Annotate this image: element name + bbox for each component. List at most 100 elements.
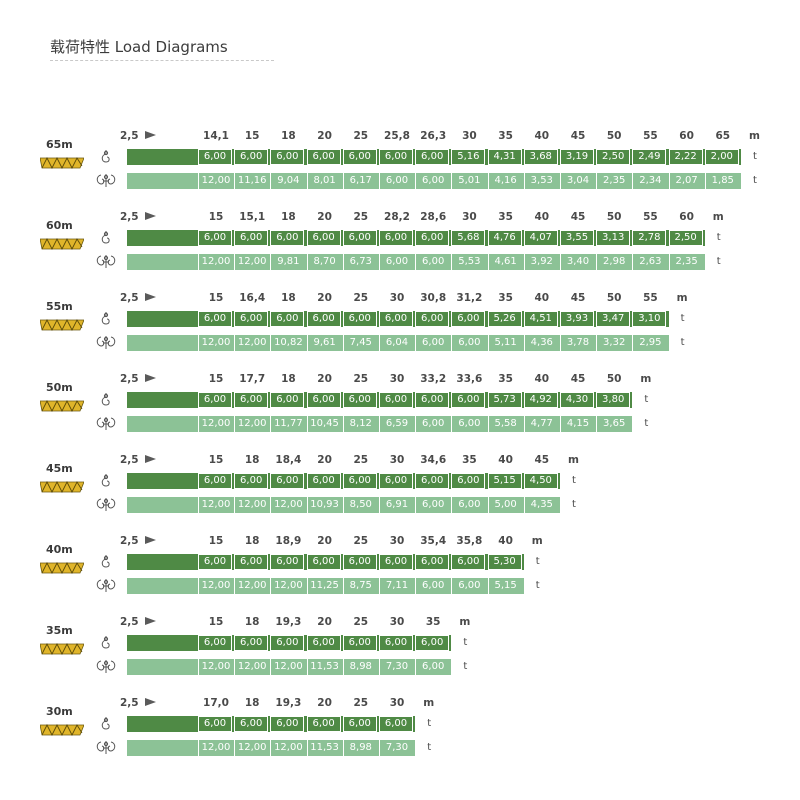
load-value-cell: 6,00 <box>234 716 269 732</box>
load-value-cell: 6,00 <box>379 230 413 246</box>
load-value-cell: 6,00 <box>415 416 450 432</box>
radius-unit: m <box>676 292 688 304</box>
load-unit: t <box>680 313 685 324</box>
single-load-bar: 6,00 6,00 6,00 6,00 6,00 6,00 6,00 5,68 4,76 4,07… <box>127 230 705 246</box>
load-value-cell: 3,13 <box>596 230 631 246</box>
load-value-cell: 12,00 <box>234 335 269 351</box>
radius-value: 30,8 <box>420 292 447 304</box>
single-load-bar: 6,00 6,00 6,00 6,00 6,00 6,00 6,00 6,00 5,15 4,50 <box>127 473 560 489</box>
radius-value: 15 <box>208 292 224 304</box>
radius-row: 2,5 15 17,7 18 20 25 30 33,2 33,6 35 40 45 50 m <box>0 373 800 387</box>
radius-value: 55 <box>643 130 658 142</box>
load-value-cell: 8,98 <box>342 740 378 756</box>
radius-value: 50 <box>606 130 622 142</box>
radius-value: 15 <box>208 616 224 628</box>
load-value-cell: 6,00 <box>234 554 269 570</box>
load-value-cell: 6,00 <box>306 635 341 651</box>
load-value-cell: 6,00 <box>198 716 232 732</box>
double-load-bar: 12,00 12,00 12,00 11,53 8,98 7,30 <box>127 740 416 756</box>
load-value-cell: 6,00 <box>270 230 305 246</box>
load-diagram-section: 65m 2,5 14,1 15 18 20 25 25,8 26,3 30 35 40 45 50 55 60… <box>0 130 800 210</box>
radius-value: 40 <box>534 292 550 304</box>
double-fall-hook-icon <box>96 336 116 349</box>
radius-value: 35,4 <box>420 535 447 547</box>
radius-value: 60 <box>679 211 694 223</box>
radius-value: 30 <box>389 616 405 628</box>
load-value-cell: 6,00 <box>415 578 450 594</box>
load-value-cell: 12,00 <box>234 740 269 756</box>
load-value-cell: 6,00 <box>451 416 486 432</box>
jib-lattice-icon <box>40 642 84 656</box>
radius-value: 25 <box>353 292 369 304</box>
jib-length-label: 55m <box>46 300 73 313</box>
load-value-cell: 6,00 <box>270 311 305 327</box>
load-value-cell: 10,82 <box>270 335 305 351</box>
jib-lattice-icon <box>40 156 84 170</box>
load-value-cell: 6,00 <box>379 392 413 408</box>
radius-value: 20 <box>317 292 332 304</box>
load-unit: t <box>644 418 649 429</box>
load-value-cell: 5,00 <box>487 497 523 513</box>
radius-value: 18 <box>244 697 260 709</box>
title-divider <box>50 60 274 61</box>
single-fall-hook <box>99 635 113 655</box>
load-value-cell: 6,00 <box>342 635 377 651</box>
load-value-cell: 4,50 <box>523 473 558 489</box>
double-fall-hook <box>95 416 117 436</box>
radius-unit: m <box>423 697 435 709</box>
load-value-cell: 6,00 <box>451 554 486 570</box>
single-fall-hook <box>99 230 113 250</box>
load-value-cell: 6,00 <box>415 311 450 327</box>
load-diagram-section: 45m 2,5 15 18 18,4 20 25 30 34,6 35 40 45 m 6,00 6,00 6… <box>0 454 800 534</box>
load-value-cell: 9,81 <box>270 254 305 270</box>
double-fall-hook <box>95 740 117 760</box>
load-value-cell: 3,53 <box>523 173 559 189</box>
radius-row: 2,5 15 16,4 18 20 25 30 30,8 31,2 35 40 45 50 55 m <box>0 292 800 306</box>
radius-value: 25 <box>353 373 369 385</box>
load-diagram-section: 50m 2,5 15 17,7 18 20 25 30 33,2 33,6 35 40 45 50 m 6,0… <box>0 373 800 453</box>
load-value-cell: 6,00 <box>415 473 450 489</box>
radius-value: 18 <box>281 373 296 385</box>
single-load-bar: 6,00 6,00 6,00 6,00 6,00 6,00 6,00 <box>127 635 452 651</box>
double-fall-hook <box>95 173 117 193</box>
load-value-cell: 6,00 <box>306 716 341 732</box>
load-value-cell: 4,15 <box>560 416 595 432</box>
load-value-cell: 3,19 <box>560 149 594 165</box>
load-value-cell: 12,00 <box>270 578 305 594</box>
load-value-cell: 11,77 <box>270 416 305 432</box>
double-fall-hook-icon <box>96 174 116 187</box>
load-value-cell: 4,77 <box>523 416 559 432</box>
radius-value: 16,4 <box>239 292 266 304</box>
load-value-cell: 6,00 <box>198 230 232 246</box>
radius-value: 18,9 <box>275 535 302 547</box>
load-unit: t <box>716 256 721 267</box>
load-unit: t <box>716 232 721 243</box>
load-diagram-section: 35m 2,5 15 18 19,3 20 25 30 35 m 6,00 6,00 6,00 6,00 6… <box>0 616 800 696</box>
load-value-cell: 3,10 <box>632 311 667 327</box>
radius-value: 30 <box>389 373 405 385</box>
load-value-cell: 6,00 <box>379 473 413 489</box>
radius-value: 18 <box>244 616 260 628</box>
jib-lattice-icon <box>40 561 84 575</box>
radius-value: 30 <box>389 292 405 304</box>
radius-value: 40 <box>498 535 513 547</box>
double-load-bar: 12,00 12,00 12,00 10,93 8,50 6,91 6,00 6,00 5,00… <box>127 497 560 513</box>
load-value-cell: 6,00 <box>306 554 341 570</box>
load-value-cell: 2,78 <box>632 230 667 246</box>
load-value-cell: 8,01 <box>306 173 342 189</box>
single-fall-hook <box>99 149 113 169</box>
radius-value: 25,8 <box>384 130 410 142</box>
double-load-bar: 12,00 12,00 9,81 8,70 6,73 6,00 6,00 5,53 4,61 3,… <box>127 254 705 270</box>
load-value-cell: 12,00 <box>234 254 269 270</box>
load-value-cell: 3,47 <box>596 311 631 327</box>
load-value-cell: 12,00 <box>234 416 269 432</box>
load-value-cell: 2,07 <box>668 173 704 189</box>
single-fall-hook-icon <box>101 231 110 244</box>
load-value-cell: 6,00 <box>379 716 413 732</box>
radius-value: 50 <box>606 211 622 223</box>
radius-value: 18 <box>244 535 260 547</box>
load-value-cell: 4,16 <box>487 173 523 189</box>
double-fall-hook-icon <box>96 741 116 754</box>
radius-value: 19,3 <box>275 616 302 628</box>
page-title: 载荷特性 Load Diagrams <box>50 38 228 56</box>
